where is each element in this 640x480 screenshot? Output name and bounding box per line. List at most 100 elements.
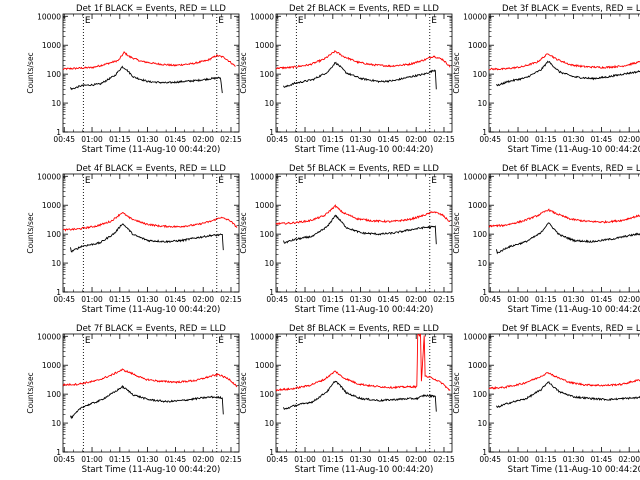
y-tick-label: 1000 (255, 361, 274, 370)
event-marker-label: E (218, 16, 224, 26)
y-tick-label: 1 (56, 288, 61, 297)
plot-frame (275, 333, 453, 453)
y-axis-label: Counts/sec (452, 52, 461, 93)
y-tick-label: 1000 (42, 41, 61, 50)
plot-frame (62, 13, 240, 133)
y-tick-label: 10 (477, 259, 487, 268)
y-tick-label: 1000 (468, 41, 487, 50)
lld-series-line (62, 51, 236, 71)
x-tick-label: 01:00 (294, 135, 316, 144)
y-tick-label: 10000 (37, 12, 61, 21)
y-axis-label: Counts/sec (26, 212, 35, 253)
x-tick-label: 01:15 (322, 295, 344, 304)
events-series-line (282, 214, 437, 245)
lld-series-line (63, 212, 238, 232)
y-tick-label: 100 (473, 390, 488, 399)
y-tick-label: 100 (47, 70, 62, 79)
lld-series-line (488, 208, 640, 228)
x-tick-label: 01:15 (109, 455, 131, 464)
plot-frame (62, 173, 240, 293)
x-tick-label: 01:00 (81, 455, 103, 464)
x-tick-label: 02:00 (405, 455, 427, 464)
x-tick-label: 01:00 (507, 295, 529, 304)
x-tick-label: 01:30 (350, 135, 372, 144)
y-tick-label: 10000 (463, 172, 487, 181)
lld-series-line (488, 53, 640, 71)
y-tick-label: 1000 (468, 201, 487, 210)
event-marker-label: E (431, 336, 437, 346)
y-axis-label: Counts/sec (239, 212, 248, 253)
x-tick-label: 02:00 (405, 295, 427, 304)
x-tick-label: 02:00 (192, 455, 214, 464)
y-tick-label: 10 (51, 99, 61, 108)
events-series-line (496, 60, 640, 87)
plot-frame (488, 333, 640, 453)
x-tick-label: 02:15 (433, 455, 455, 464)
y-tick-label: 1 (482, 288, 487, 297)
y-tick-label: 10000 (250, 12, 274, 21)
x-tick-label: 01:15 (322, 455, 344, 464)
y-axis-label: Counts/sec (239, 372, 248, 413)
chart-panel-4: Det 4f BLACK = Events, RED = LLD 1 10 100 10… (26, 164, 242, 315)
lld-series-line (62, 368, 238, 388)
panel-title: Det 7f BLACK = Events, RED = LLD (76, 324, 226, 334)
chart-panel-8: Det 8f BLACK = Events, RED = LLD 1 10 100 10… (239, 324, 455, 475)
y-tick-label: 10000 (37, 172, 61, 181)
lld-series-line (488, 371, 640, 390)
events-series-line (69, 223, 224, 253)
x-tick-label: 02:00 (618, 455, 640, 464)
x-tick-label: 01:00 (81, 295, 103, 304)
plot-frame (488, 173, 640, 293)
x-tick-label: 02:15 (433, 295, 455, 304)
y-tick-label: 100 (47, 230, 62, 239)
x-tick-label: 01:30 (350, 455, 372, 464)
x-tick-label: 01:30 (137, 135, 159, 144)
y-tick-label: 1000 (42, 361, 61, 370)
x-tick-label: 01:30 (563, 295, 585, 304)
y-tick-label: 1 (56, 128, 61, 137)
chart-panel-3: Det 3f BLACK = Events, RED = LLD 1 10 100 10… (452, 4, 640, 155)
x-tick-label: 01:45 (591, 455, 613, 464)
y-tick-label: 100 (260, 230, 275, 239)
y-axis-label: Counts/sec (26, 52, 35, 93)
y-tick-label: 100 (260, 70, 275, 79)
x-tick-label: 01:30 (137, 455, 159, 464)
event-marker-label: E (218, 336, 224, 346)
x-tick-label: 01:45 (378, 455, 400, 464)
y-axis-label: Counts/sec (452, 372, 461, 413)
x-tick-label: 01:15 (322, 135, 344, 144)
panel-title: Det 8f BLACK = Events, RED = LLD (289, 324, 439, 334)
y-tick-label: 10 (477, 419, 487, 428)
y-axis-label: Counts/sec (239, 52, 248, 93)
y-tick-label: 100 (260, 390, 275, 399)
x-axis-label: Start Time (11-Aug-10 00:44:20) (82, 145, 221, 155)
x-tick-label: 00:45 (53, 135, 75, 144)
event-marker-label: E (431, 16, 437, 26)
y-tick-label: 1000 (468, 361, 487, 370)
x-tick-label: 00:45 (479, 455, 501, 464)
y-tick-label: 10000 (250, 332, 274, 341)
chart-panel-2: Det 2f BLACK = Events, RED = LLD 1 10 100 10… (239, 4, 455, 155)
lld-series-line (275, 50, 451, 70)
y-tick-label: 10000 (463, 12, 487, 21)
y-tick-label: 10 (477, 99, 487, 108)
x-tick-label: 01:15 (535, 295, 557, 304)
x-tick-label: 02:15 (220, 135, 242, 144)
x-tick-label: 01:15 (109, 295, 131, 304)
panel-title: Det 1f BLACK = Events, RED = LLD (76, 4, 226, 14)
y-tick-label: 100 (473, 230, 488, 239)
y-tick-label: 1000 (255, 41, 274, 50)
event-marker-label: E (218, 176, 224, 186)
x-tick-label: 02:15 (220, 455, 242, 464)
x-tick-label: 00:45 (266, 455, 288, 464)
panel-title: Det 4f BLACK = Events, RED = LLD (76, 164, 226, 174)
event-marker-label: E (298, 176, 304, 186)
x-axis-label: Start Time (11-Aug-10 00:44:20) (82, 465, 221, 475)
event-marker-label: E (85, 336, 91, 346)
x-tick-label: 01:45 (165, 295, 187, 304)
lld-series-line (275, 333, 451, 392)
y-tick-label: 10 (264, 419, 274, 428)
y-tick-label: 1000 (42, 201, 61, 210)
x-axis-label: Start Time (11-Aug-10 00:44:20) (508, 145, 640, 155)
